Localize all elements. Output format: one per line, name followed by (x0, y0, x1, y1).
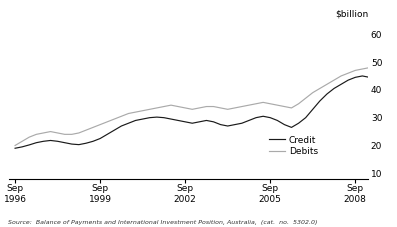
Credit (147, 116, 152, 119)
Debits (147, 108, 152, 111)
Debits (13, 144, 17, 147)
Debits (133, 111, 138, 114)
Text: Source:  Balance of Payments and International Investment Position, Australia,  : Source: Balance of Payments and Internat… (8, 220, 318, 225)
Debits (84, 129, 89, 131)
Debits (154, 106, 159, 109)
Credit (13, 147, 17, 150)
Credit (84, 142, 89, 145)
Credit (154, 116, 159, 118)
Debits (119, 115, 124, 118)
Legend: Credit, Debits: Credit, Debits (266, 133, 320, 158)
Credit (133, 119, 138, 122)
Line: Credit: Credit (15, 29, 397, 148)
Debits (275, 104, 280, 106)
Credit (119, 125, 124, 127)
Credit (275, 119, 280, 122)
Line: Debits: Debits (15, 34, 397, 146)
Text: $billion: $billion (335, 10, 368, 19)
